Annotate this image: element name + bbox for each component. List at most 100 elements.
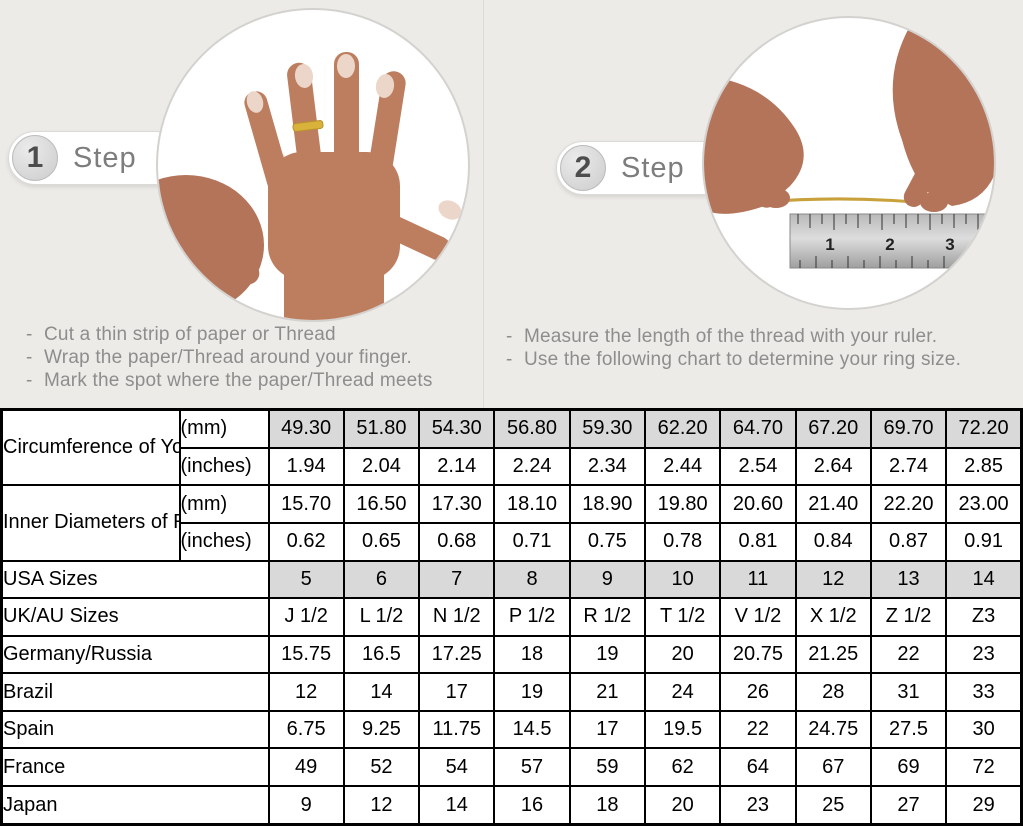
bullet-text: Cut a thin strip of paper or Thread <box>44 324 336 345</box>
value-cell: 0.78 <box>643 521 722 562</box>
value-cell: 0.71 <box>493 521 571 562</box>
bullet-item: - Mark the spot where the paper/Thread me… <box>26 369 433 392</box>
value-cell: 18.10 <box>493 484 571 524</box>
value-cell: 16 <box>493 785 571 826</box>
row-label: Germany/Russia <box>0 634 270 675</box>
value-cell: 20 <box>643 634 722 675</box>
thread-ruler-illustration: 1 2 3 <box>704 18 994 269</box>
ruler-number: 1 <box>825 235 834 254</box>
value-cell: 0.62 <box>267 521 345 562</box>
bullet-dash: - <box>26 347 33 368</box>
row-label: Spain <box>0 709 270 750</box>
value-cell: 57 <box>493 747 571 788</box>
value-cell: T 1/2 <box>643 597 722 637</box>
table-row: Circumference of Your Finger(mm)49.3051.… <box>0 408 1023 487</box>
value-cell: 54 <box>418 747 496 788</box>
value-cell: 51.80 <box>342 408 421 449</box>
value-cell: 14 <box>945 559 1023 600</box>
value-cell: V 1/2 <box>719 597 797 637</box>
value-cell: 2.34 <box>568 446 646 487</box>
value-cell: 18 <box>493 634 571 675</box>
value-cell: J 1/2 <box>267 597 345 637</box>
value-cell: 2.54 <box>719 446 797 487</box>
row-sub-label: (inches) <box>178 446 270 487</box>
value-cell: 54.30 <box>418 408 496 449</box>
value-cell: 26 <box>719 672 797 712</box>
value-cell: R 1/2 <box>568 597 646 637</box>
bullet-dash: - <box>26 324 33 345</box>
value-cell: 69 <box>869 747 948 788</box>
value-cell: 19.80 <box>643 484 722 524</box>
value-cell: 2.64 <box>794 446 872 487</box>
bullet-item: - Use the following chart to determine yo… <box>506 348 961 371</box>
row-group-label: Inner Diameters of Rings <box>0 484 181 562</box>
value-cell: 8 <box>493 559 571 600</box>
table-row: Germany/Russia 15.75 16.5 17.25 18 19 20 20.75 2… <box>0 634 1023 675</box>
table-row: (inches) 0.62 0.65 0.68 0.71 0.75 0.78 0.81 0.84… <box>2 521 1023 562</box>
ruler-number: 2 <box>885 235 894 254</box>
table-row: (inches) 1.94 2.04 2.14 2.24 2.34 2.44 2.54 2.64… <box>2 446 1023 487</box>
value-cell: 24 <box>643 672 722 712</box>
row-sub-label: (inches) <box>178 521 270 562</box>
row-label: UK/AU Sizes <box>0 597 270 637</box>
value-cell: 14.5 <box>493 709 571 750</box>
value-cell: 10 <box>643 559 722 600</box>
value-cell: 67.20 <box>794 408 872 449</box>
hand-with-ring-illustration <box>158 52 462 320</box>
value-cell: 19.5 <box>643 709 722 750</box>
value-cell: 7 <box>418 559 496 600</box>
value-cell: Z 1/2 <box>869 597 948 637</box>
value-cell: 69.70 <box>869 408 948 449</box>
value-cell: 30 <box>945 709 1023 750</box>
value-cell: 25 <box>794 785 872 826</box>
value-cell: 23 <box>719 785 797 826</box>
value-cell: 12 <box>794 559 872 600</box>
value-cell: 11 <box>719 559 797 600</box>
step-2-photo-circle: 1 2 3 <box>702 16 996 310</box>
value-cell: P 1/2 <box>493 597 571 637</box>
value-cell: 0.75 <box>568 521 646 562</box>
value-cell: 49 <box>267 747 345 788</box>
value-cell: 27 <box>869 785 948 826</box>
table-row: Inner Diameters of Rings(mm)15.7016.5017… <box>0 484 1023 562</box>
value-cell: 21.25 <box>794 634 872 675</box>
ruler-number: 3 <box>945 235 954 254</box>
value-cell: 9 <box>267 785 345 826</box>
bullet-text: Wrap the paper/Thread around your finger… <box>44 347 413 368</box>
step-1-badge: 1 Step <box>8 131 182 185</box>
value-cell: 12 <box>267 672 345 712</box>
value-cell: 2.44 <box>643 446 722 487</box>
step-2-badge: 2 Step <box>556 141 730 195</box>
step-1-photo-circle <box>156 8 470 322</box>
value-cell: 14 <box>418 785 496 826</box>
bullet-text: Mark the spot where the paper/Thread mee… <box>44 370 433 391</box>
value-cell: 24.75 <box>794 709 872 750</box>
bullet-dash: - <box>506 349 513 370</box>
value-cell: 19 <box>493 672 571 712</box>
value-cell: 62.20 <box>643 408 722 449</box>
right-hand <box>892 18 994 212</box>
ring-size-table-body: Circumference of Your Finger(mm)49.3051.… <box>0 408 1023 826</box>
ring-size-chart: Circumference of Your Finger(mm)49.3051.… <box>0 408 1023 826</box>
value-cell: 16.5 <box>342 634 421 675</box>
value-cell: 17 <box>418 672 496 712</box>
value-cell: 49.30 <box>267 408 345 449</box>
step-2-instructions: - Measure the length of the thread with y… <box>506 325 961 371</box>
row-label: Japan <box>0 785 270 826</box>
value-cell: 20.60 <box>719 484 797 524</box>
value-cell: 14 <box>342 672 421 712</box>
value-cell: 21 <box>568 672 646 712</box>
table-row: UK/AU Sizes J 1/2 L 1/2 N 1/2 P 1/2 R 1/2 T 1/… <box>0 597 1023 637</box>
left-hand <box>704 76 804 214</box>
table-row: Brazil 12 14 17 19 21 24 26 28 31 33 <box>0 672 1023 712</box>
value-cell: 6 <box>342 559 421 600</box>
ruler: 1 2 3 <box>789 213 994 269</box>
bullet-item: - Cut a thin strip of paper or Thread <box>26 323 433 346</box>
value-cell: 0.81 <box>719 521 797 562</box>
step-1-label: Step <box>73 141 137 174</box>
value-cell: 15.70 <box>267 484 345 524</box>
row-label: France <box>0 747 270 788</box>
value-cell: 11.75 <box>418 709 496 750</box>
value-cell: 2.14 <box>418 446 496 487</box>
value-cell: 28 <box>794 672 872 712</box>
